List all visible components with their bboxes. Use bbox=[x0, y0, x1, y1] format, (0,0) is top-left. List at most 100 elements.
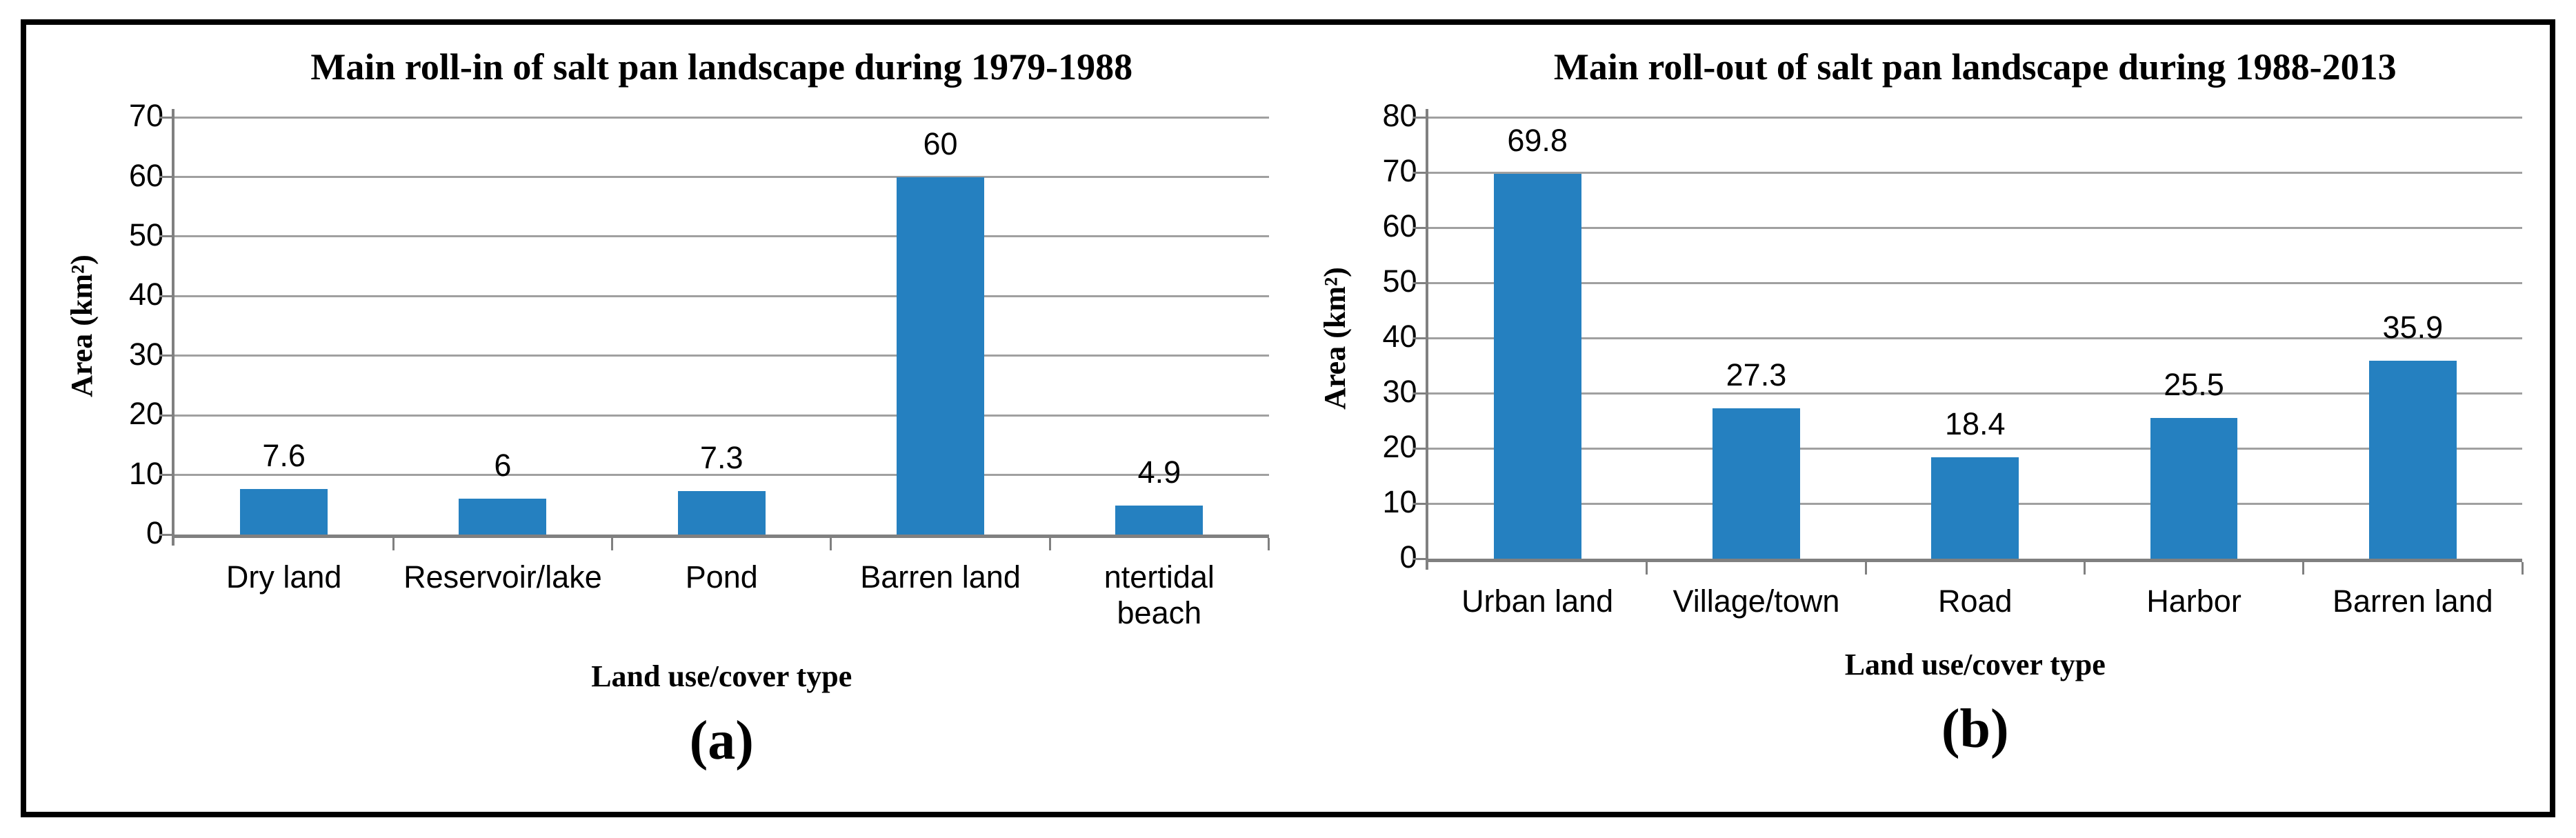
gridline bbox=[1428, 226, 2522, 229]
bar-reservoir/lake bbox=[459, 499, 547, 535]
y-tick-label: 30 bbox=[1382, 374, 1417, 410]
bar-barren-land bbox=[2368, 360, 2457, 559]
bar-value-label: 7.3 bbox=[699, 440, 743, 476]
x-tick-mark bbox=[611, 538, 614, 551]
category-labels: Urban land Village/town Road Harbor Barren l… bbox=[1428, 583, 2523, 619]
y-tick-mark bbox=[159, 295, 174, 297]
y-tick-label: 50 bbox=[1382, 263, 1417, 299]
y-tick-label: 0 bbox=[146, 515, 163, 551]
category-label: Barren land bbox=[860, 559, 1021, 595]
bar-value-label: 27.3 bbox=[1726, 357, 1787, 392]
bar-barren-land bbox=[897, 177, 984, 535]
chart-panel-a: Main roll-in of salt pan landscape durin… bbox=[54, 37, 1270, 808]
gridline bbox=[174, 295, 1269, 297]
x-tick-mark bbox=[1864, 562, 1867, 575]
category-label: Village/town bbox=[1673, 583, 1840, 619]
plot-column: 7.6 6 7.3 60 4.9 Dry land Reservoir/lake Pond B… bbox=[159, 109, 1270, 771]
x-tick-mark bbox=[2083, 562, 2086, 575]
gridline bbox=[174, 235, 1269, 238]
bar-urban-land bbox=[1493, 173, 1581, 559]
y-tick-label: 30 bbox=[128, 336, 163, 372]
bar-value-label: 69.8 bbox=[1507, 122, 1568, 158]
bar-harbor bbox=[2150, 418, 2238, 559]
y-tick-label: 60 bbox=[1382, 208, 1417, 244]
bar-value-label: 25.5 bbox=[2164, 367, 2224, 403]
y-tick-mark bbox=[1412, 557, 1428, 560]
x-tick-mark bbox=[830, 538, 832, 551]
y-tick-mark bbox=[1412, 116, 1428, 119]
y-tick-mark bbox=[159, 474, 174, 477]
y-tick-label: 80 bbox=[1382, 98, 1417, 134]
y-tick-label: 0 bbox=[1399, 539, 1417, 575]
y-tick-mark bbox=[1412, 392, 1428, 395]
y-tick-mark bbox=[1412, 281, 1428, 284]
gridline bbox=[174, 355, 1269, 357]
bar-village/town bbox=[1712, 408, 1800, 559]
gridline bbox=[174, 474, 1269, 477]
y-tick-mark bbox=[1412, 171, 1428, 174]
x-tick-mark bbox=[1268, 538, 1270, 551]
x-tick-mark bbox=[2302, 562, 2305, 575]
plot-area: 69.8 27.3 18.4 25.5 35.9 bbox=[1412, 109, 2524, 575]
y-tick-label: 20 bbox=[128, 396, 163, 432]
y-tick-mark bbox=[159, 533, 174, 536]
bar-value-label: 35.9 bbox=[2382, 309, 2444, 345]
y-tick-label: 50 bbox=[128, 217, 163, 252]
x-tick-mark bbox=[392, 538, 395, 551]
y-tick-label: 40 bbox=[1382, 319, 1417, 355]
y-tick-labels: 0 10 20 30 40 50 60 70 80 bbox=[1363, 100, 1428, 572]
chart-body: Area (km²) 0 10 20 30 40 50 60 70 7.6 6 7.3 60 4.9 … bbox=[54, 100, 1270, 771]
gridline bbox=[174, 414, 1269, 417]
y-tick-mark bbox=[159, 176, 174, 179]
y-tick-mark bbox=[1412, 226, 1428, 229]
y-tick-label: 70 bbox=[128, 98, 163, 134]
x-tick-mark bbox=[1048, 538, 1051, 551]
y-tick-mark bbox=[159, 116, 174, 119]
subfigure-caption-b: (b) bbox=[1941, 698, 2009, 759]
y-tick-labels: 0 10 20 30 40 50 60 70 bbox=[109, 100, 174, 548]
y-tick-label: 60 bbox=[128, 157, 163, 193]
chart-title: Main roll-in of salt pan landscape durin… bbox=[310, 46, 1133, 88]
x-tick-mark bbox=[2521, 562, 2524, 575]
bar-value-label: 18.4 bbox=[1944, 406, 2006, 441]
x-axis-title: Land use/cover type bbox=[1844, 647, 2106, 681]
y-tick-mark bbox=[159, 235, 174, 238]
y-tick-mark bbox=[1412, 502, 1428, 505]
gridline bbox=[174, 176, 1269, 179]
gridline bbox=[1428, 171, 2522, 174]
bar-value-label: 7.6 bbox=[262, 438, 306, 474]
category-label: Barren land bbox=[2333, 583, 2493, 619]
y-tick-mark bbox=[159, 414, 174, 417]
category-label: ntertidal beach bbox=[1104, 559, 1215, 630]
y-tick-label: 20 bbox=[1382, 429, 1417, 465]
bar-value-label: 4.9 bbox=[1137, 454, 1181, 490]
gridline bbox=[1428, 392, 2522, 395]
chart-body: Area (km²) 0 10 20 30 40 50 60 70 80 69.8 27.3 18.… bbox=[1308, 100, 2524, 759]
category-label: Urban land bbox=[1461, 583, 1614, 619]
category-label: Road bbox=[1937, 583, 2013, 619]
category-label: Dry land bbox=[226, 559, 342, 595]
chart-panel-b: Main roll-out of salt pan landscape duri… bbox=[1308, 37, 2524, 808]
y-tick-label: 40 bbox=[128, 277, 163, 312]
bar-dry-land bbox=[240, 489, 328, 535]
gridline bbox=[1428, 281, 2522, 284]
bar-pond bbox=[677, 491, 766, 535]
x-tick-mark bbox=[1646, 562, 1648, 575]
y-tick-mark bbox=[159, 355, 174, 357]
gridline bbox=[174, 116, 1269, 119]
bar-ntertidal-beach bbox=[1115, 505, 1204, 535]
gridline bbox=[1428, 116, 2522, 119]
plot-column: 69.8 27.3 18.4 25.5 35.9 Urban land Village/t… bbox=[1412, 109, 2524, 759]
category-label: Reservoir/lake bbox=[403, 559, 602, 595]
bar-value-label: 6 bbox=[494, 448, 512, 483]
plot-area: 7.6 6 7.3 60 4.9 bbox=[159, 109, 1270, 551]
x-axis-title: Land use/cover type bbox=[591, 659, 852, 693]
category-label: Harbor bbox=[2146, 583, 2241, 619]
y-tick-label: 10 bbox=[1382, 484, 1417, 520]
y-tick-mark bbox=[1412, 447, 1428, 450]
y-axis-title-text: Area (km²) bbox=[64, 255, 99, 397]
y-tick-label: 10 bbox=[128, 455, 163, 491]
subfigure-caption-a: (a) bbox=[689, 710, 754, 771]
bar-value-label: 60 bbox=[923, 126, 958, 161]
y-tick-label: 70 bbox=[1382, 153, 1417, 189]
